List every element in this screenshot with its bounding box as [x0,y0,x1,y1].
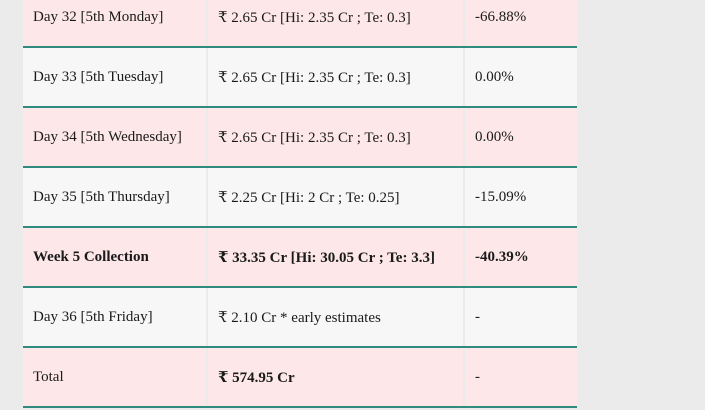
table-row-day-36: Day 36 [5th Friday] ₹ 2.10 Cr * early es… [23,287,577,348]
table-row-day-34: Day 34 [5th Wednesday] ₹ 2.65 Cr [Hi: 2.… [23,107,577,168]
change-cell: -15.09% [463,167,577,228]
change-cell: -66.88% [463,0,577,48]
change-cell: - [463,347,577,408]
collection-cell: ₹ 2.25 Cr [Hi: 2 Cr ; Te: 0.25] [206,167,464,228]
table-row-day-35: Day 35 [5th Thursday] ₹ 2.25 Cr [Hi: 2 C… [23,167,577,228]
collection-cell: ₹ 2.65 Cr [Hi: 2.35 Cr ; Te: 0.3] [206,47,464,108]
change-cell: -40.39% [463,227,577,288]
collection-cell: ₹ 2.65 Cr [Hi: 2.35 Cr ; Te: 0.3] [206,107,464,168]
day-cell: Day 34 [5th Wednesday] [23,107,207,168]
day-cell: Day 33 [5th Tuesday] [23,47,207,108]
day-cell: Total [23,347,207,408]
table-row-week-5-collection: Week 5 Collection ₹ 33.35 Cr [Hi: 30.05 … [23,227,577,288]
day-cell: Day 36 [5th Friday] [23,287,207,348]
day-cell: Day 32 [5th Monday] [23,0,207,48]
day-cell: Day 35 [5th Thursday] [23,167,207,228]
collection-cell: ₹ 2.10 Cr * early estimates [206,287,464,348]
change-cell: 0.00% [463,47,577,108]
change-cell: 0.00% [463,107,577,168]
collection-cell: ₹ 33.35 Cr [Hi: 30.05 Cr ; Te: 3.3] [206,227,464,288]
day-cell: Week 5 Collection [23,227,207,288]
change-cell: - [463,287,577,348]
table-row-total: Total ₹ 574.95 Cr - [23,347,577,408]
table-row-day-33: Day 33 [5th Tuesday] ₹ 2.65 Cr [Hi: 2.35… [23,47,577,108]
collection-cell: ₹ 2.65 Cr [Hi: 2.35 Cr ; Te: 0.3] [206,0,464,48]
collection-cell: ₹ 574.95 Cr [206,347,464,408]
table-row-day-32: Day 32 [5th Monday] ₹ 2.65 Cr [Hi: 2.35 … [23,0,577,48]
box-office-collection-table: Day 32 [5th Monday] ₹ 2.65 Cr [Hi: 2.35 … [23,0,577,408]
